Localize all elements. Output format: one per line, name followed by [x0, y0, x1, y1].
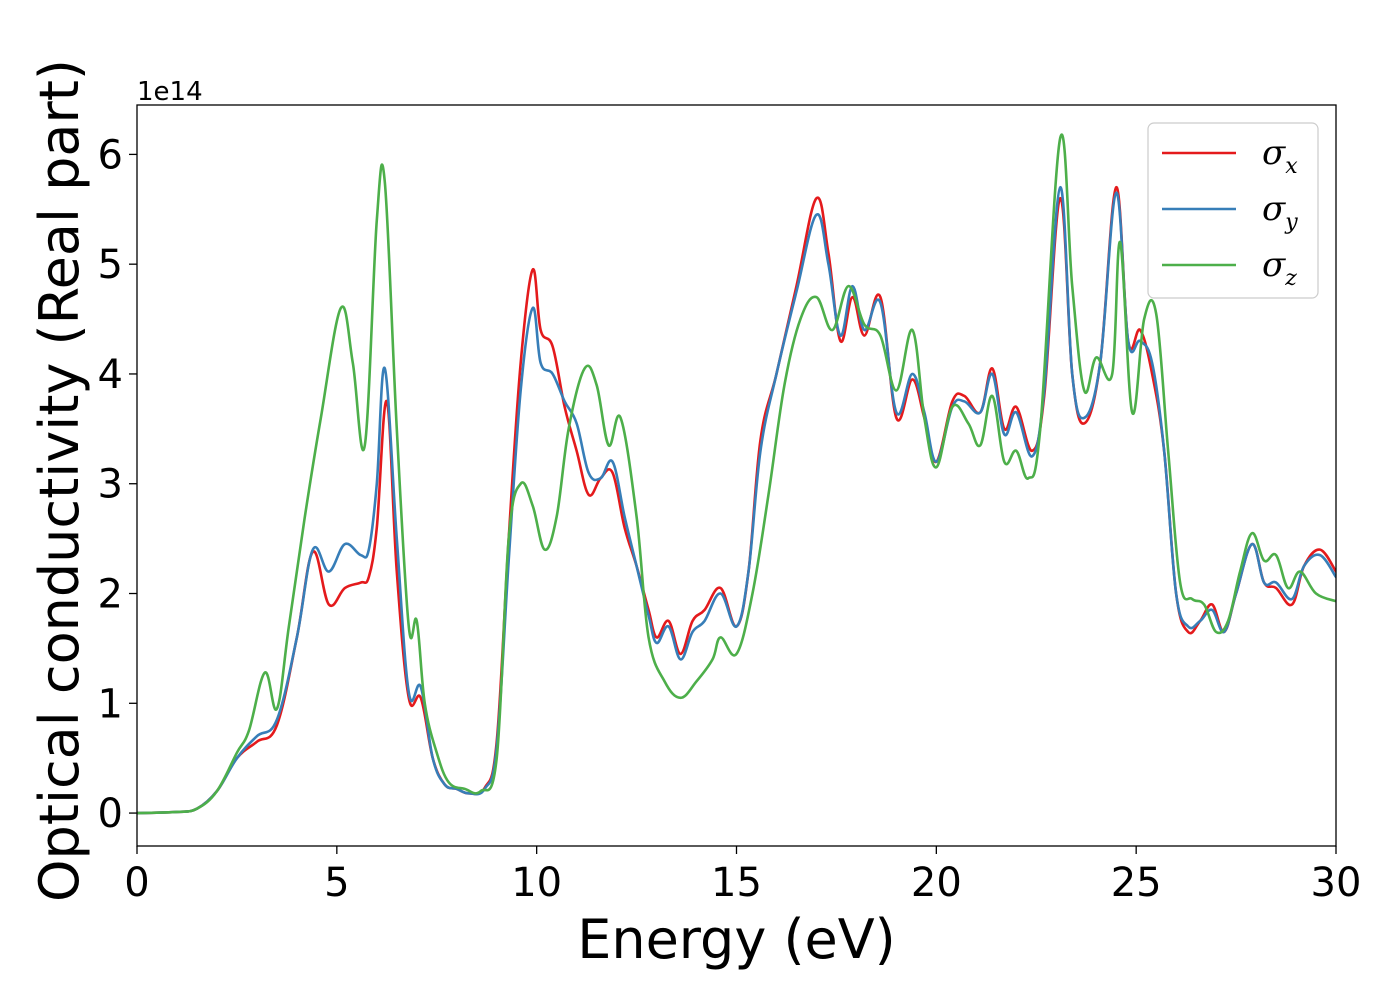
legend-label-x: σx	[1262, 133, 1298, 179]
legend-label-y: σy	[1262, 189, 1298, 235]
y-tick-label: 3	[98, 462, 123, 508]
series-line-z	[137, 133, 1336, 815]
series-lines	[137, 133, 1336, 815]
legend-label-z: σz	[1262, 245, 1297, 291]
y-axis-label: Optical conductivity (Real part)	[28, 59, 91, 902]
x-axis-ticks: 0 5 10 15 20 25 30	[124, 846, 1361, 906]
x-axis-label: Energy (eV)	[577, 908, 896, 971]
series-line-y	[137, 186, 1336, 815]
y-tick-label: 0	[98, 791, 123, 837]
x-tick-label: 10	[511, 860, 562, 906]
y-axis-ticks: 0 1 2 3 4 5 6	[98, 132, 137, 837]
x-tick-label: 5	[324, 860, 349, 906]
y-tick-label: 6	[98, 132, 123, 178]
x-tick-label: 15	[711, 860, 762, 906]
x-tick-label: 25	[1111, 860, 1162, 906]
y-tick-label: 4	[98, 352, 123, 398]
legend: σx σy σz	[1147, 122, 1319, 299]
legend-box	[1147, 122, 1319, 299]
x-tick-label: 0	[124, 860, 149, 906]
y-axis-offset-label: 1e14	[137, 77, 203, 107]
y-tick-label: 1	[98, 681, 123, 727]
x-tick-label: 20	[911, 860, 962, 906]
x-tick-label: 30	[1311, 860, 1362, 906]
y-tick-label: 5	[98, 242, 123, 288]
y-tick-label: 2	[98, 572, 123, 618]
